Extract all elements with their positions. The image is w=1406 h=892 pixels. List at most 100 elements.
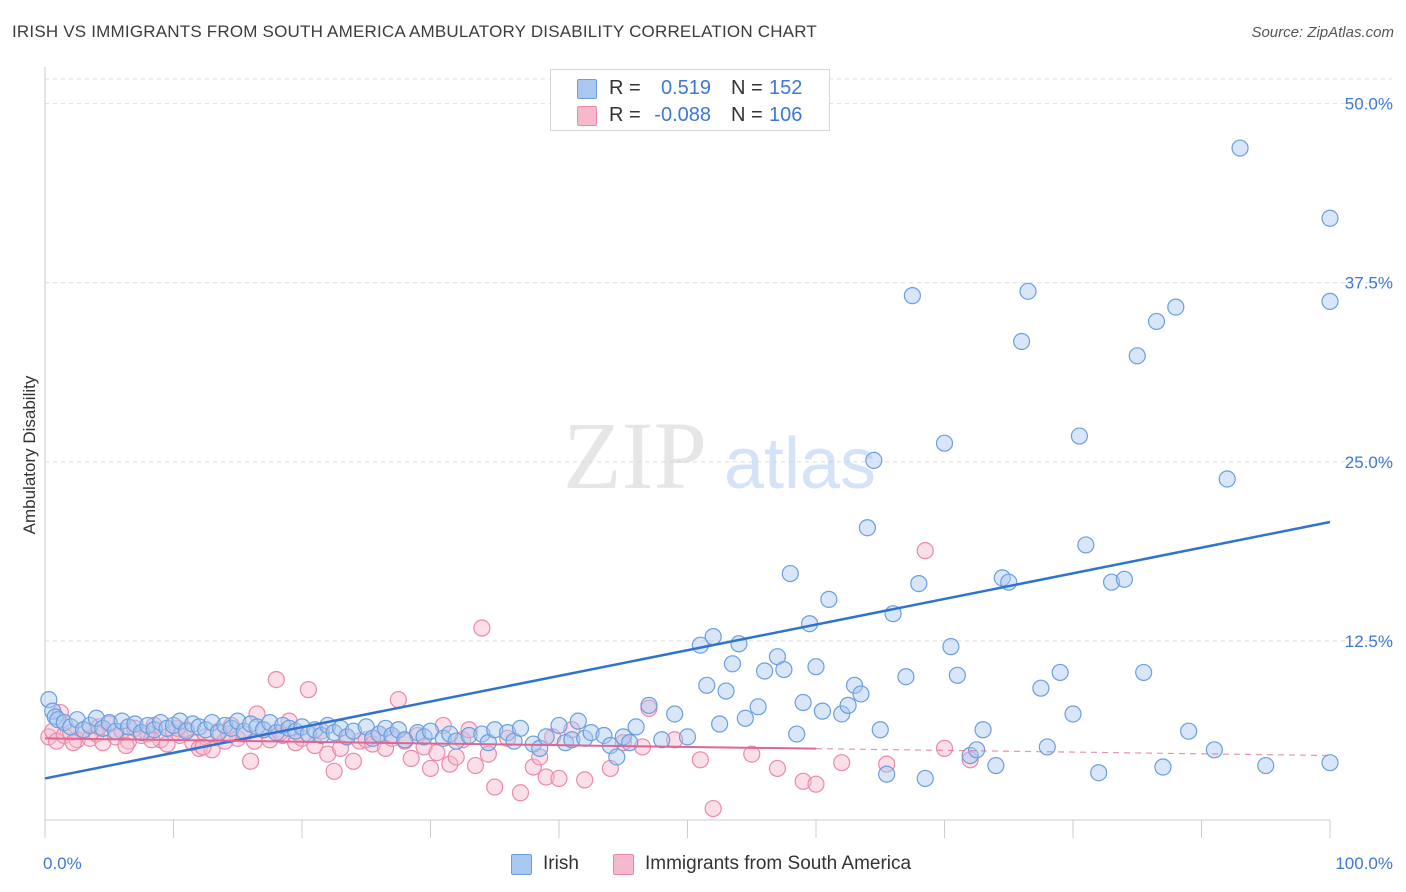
- irish-point: [511, 719, 530, 737]
- irish-point: [878, 765, 896, 783]
- irish-point: [903, 287, 921, 305]
- immigrants-point: [537, 768, 555, 786]
- immigrants-point: [389, 691, 407, 709]
- irish-point: [415, 728, 433, 746]
- immigrants-point: [768, 759, 787, 778]
- irish-point: [595, 726, 613, 745]
- immigrants-n-label: N =: [731, 104, 763, 126]
- irish-point: [807, 658, 825, 676]
- immigrants-point: [402, 749, 420, 767]
- irish-point: [1038, 738, 1056, 756]
- watermark-atlas: atlas: [724, 424, 876, 504]
- y-tick-label: 37.5%: [1345, 274, 1393, 293]
- irish-point: [421, 722, 440, 740]
- irish-point: [261, 713, 279, 732]
- y-tick-label: 12.5%: [1345, 632, 1393, 651]
- chart-title: IRISH VS IMMIGRANTS FROM SOUTH AMERICA A…: [12, 22, 817, 41]
- immigrants-point: [691, 751, 709, 769]
- immigrants-point: [524, 758, 542, 776]
- immigrants-point: [878, 755, 896, 773]
- immigrants-r-label: R =: [609, 104, 641, 126]
- irish-point: [1135, 663, 1153, 682]
- irish-point: [94, 719, 112, 737]
- immigrants-point: [364, 735, 382, 753]
- irish-point: [338, 728, 356, 746]
- irish-point: [852, 685, 870, 703]
- irish-point: [820, 590, 838, 608]
- irish-point: [942, 638, 960, 656]
- irish-point: [1154, 758, 1172, 776]
- irish-point: [1321, 292, 1339, 310]
- irish-point: [582, 724, 600, 742]
- legend-swatch-immigrants: [613, 854, 634, 875]
- irish-point: [711, 715, 729, 733]
- immigrants-n-value: 106: [769, 104, 803, 126]
- irish-point: [1167, 298, 1185, 316]
- irish-point: [1012, 332, 1031, 351]
- irish-point: [794, 693, 812, 712]
- irish-point: [171, 712, 189, 730]
- immigrants-point: [486, 778, 504, 796]
- tick-labels: 12.5% 25.0% 37.5% 50.0% 0.0% 100.0%: [43, 95, 1393, 873]
- irish-point: [1257, 756, 1275, 775]
- irish-point: [537, 728, 555, 746]
- irish-point: [87, 709, 106, 727]
- immigrants-point: [666, 731, 684, 749]
- irish-point: [968, 741, 986, 759]
- irish-point: [1321, 209, 1339, 227]
- immigrants-points: [40, 542, 979, 818]
- irish-point: [653, 731, 671, 749]
- immigrants-point: [466, 756, 485, 775]
- immigrants-point: [325, 762, 343, 780]
- irish-point: [839, 696, 857, 714]
- irish-point: [473, 725, 491, 743]
- immigrants-point: [704, 799, 722, 818]
- irish-point: [621, 734, 639, 752]
- irish-point: [916, 769, 934, 788]
- irish-point: [897, 668, 915, 686]
- source-label: Source: ZipAtlas.com: [1251, 24, 1394, 41]
- immigrants-point: [421, 759, 440, 778]
- irish-point: [987, 756, 1005, 775]
- irish-point: [845, 676, 864, 694]
- grid-layer: [45, 78, 1392, 642]
- irish-trend-line: [44, 520, 1331, 780]
- irish-point: [1115, 570, 1134, 588]
- irish-point: [858, 519, 877, 537]
- irish-point: [1090, 764, 1108, 782]
- immigrants-point: [441, 755, 459, 773]
- irish-point: [1218, 470, 1236, 488]
- y-tick-label: 25.0%: [1345, 453, 1393, 472]
- irish-point: [1102, 573, 1121, 591]
- immigrants-point: [447, 748, 465, 766]
- irish-point: [550, 716, 568, 735]
- immigrants-point: [833, 754, 851, 772]
- immigrants-point: [428, 744, 446, 762]
- immigrants-trend-line: [44, 737, 817, 750]
- irish-point: [1205, 741, 1223, 759]
- immigrants-point: [916, 542, 934, 560]
- irish-point: [1321, 754, 1339, 772]
- irish-n-value: 152: [769, 77, 803, 99]
- immigrants-point: [743, 745, 761, 763]
- irish-point: [935, 434, 954, 452]
- irish-point: [723, 655, 742, 673]
- immigrants-r-value: -0.088: [654, 104, 711, 126]
- irish-point: [81, 716, 99, 735]
- irish-point: [704, 628, 722, 646]
- irish-point: [749, 698, 767, 716]
- irish-point: [1032, 679, 1050, 697]
- irish-swatch: [577, 79, 597, 99]
- irish-point: [152, 713, 170, 732]
- irish-point: [62, 718, 80, 736]
- stats-row-immigrants: R = -0.088 N = 106: [551, 101, 829, 127]
- irish-point: [229, 712, 247, 730]
- irish-n-label: N =: [731, 77, 763, 99]
- immigrants-point: [242, 752, 260, 770]
- irish-point: [698, 676, 716, 694]
- irish-point: [145, 721, 163, 739]
- immigrants-point: [511, 784, 530, 802]
- irish-point: [563, 731, 581, 749]
- immigrants-point: [267, 670, 285, 689]
- irish-point: [666, 705, 684, 723]
